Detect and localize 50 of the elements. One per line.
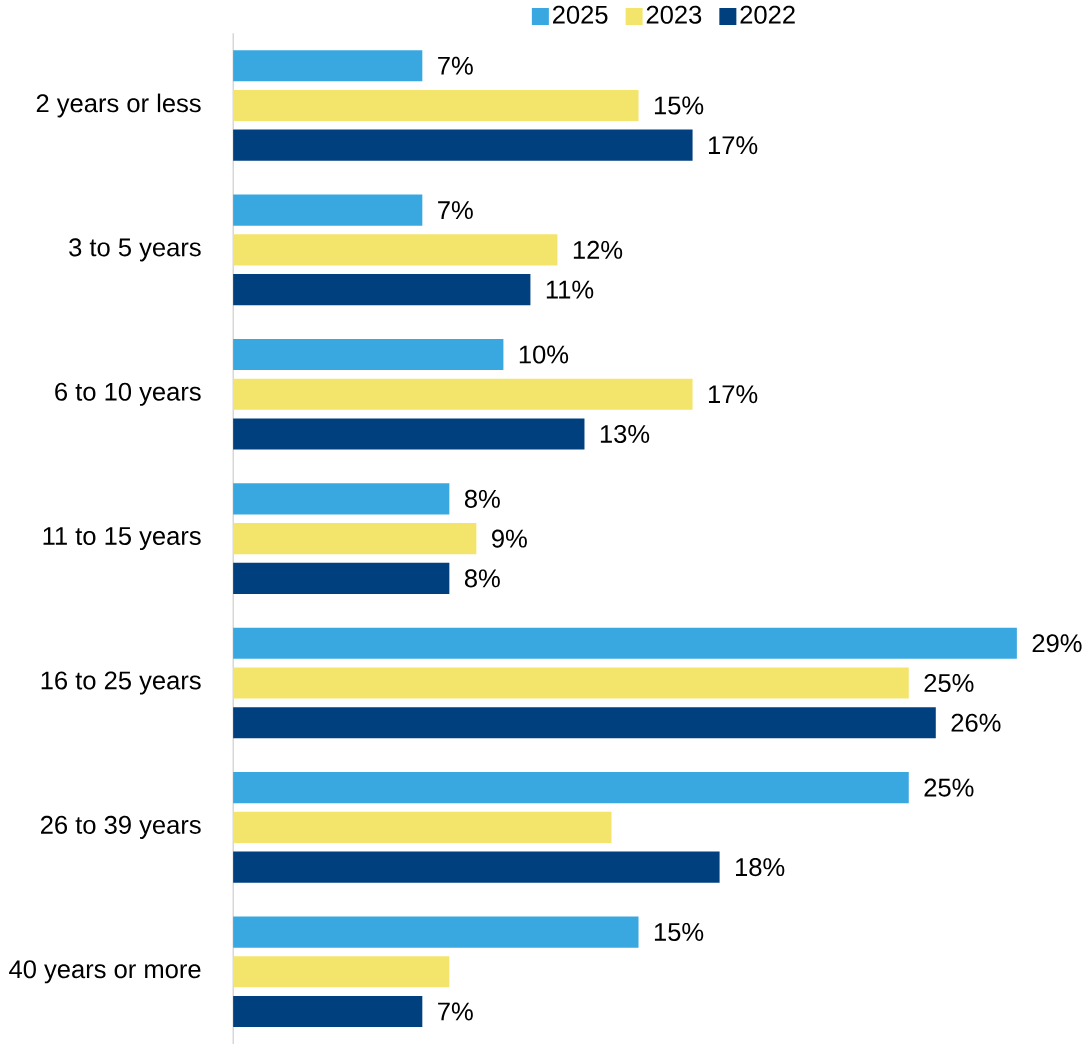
data-label: 15%	[654, 96, 704, 115]
data-label: 26%	[951, 713, 1001, 732]
bar	[233, 378, 693, 411]
data-label: 15%	[654, 923, 704, 942]
y-tick-label: 2 years or less	[36, 93, 201, 118]
bar	[233, 418, 585, 450]
bar	[233, 707, 936, 739]
data-label: 7%	[438, 201, 473, 220]
y-tick-label: 3 to 5 years	[69, 238, 201, 262]
bar	[233, 996, 423, 1028]
data-label: 17%	[708, 385, 758, 404]
data-label: 9%	[492, 529, 527, 548]
y-tick-label: 40 years or more	[9, 960, 201, 984]
bar	[233, 627, 1017, 660]
data-label: 7%	[438, 1002, 473, 1021]
bar	[233, 194, 423, 226]
bar	[233, 483, 450, 515]
data-label: 12%	[573, 241, 623, 260]
data-label: 25%	[924, 778, 974, 797]
data-label: 18%	[736, 858, 785, 877]
data-label: 13%	[600, 425, 650, 444]
y-tick-label: 6 to 10 years	[55, 382, 201, 406]
bar	[233, 811, 612, 844]
bar	[233, 90, 639, 122]
y-tick-label: 26 to 39 years	[41, 815, 201, 840]
bar	[233, 851, 720, 883]
bar	[233, 234, 558, 266]
data-label: 25%	[924, 674, 974, 693]
bar	[233, 129, 693, 162]
bar	[233, 667, 909, 699]
data-label: 8%	[464, 489, 500, 509]
bar	[233, 916, 639, 948]
y-tick-label: 11 to 15 years	[43, 527, 201, 551]
data-label: 8%	[464, 569, 500, 588]
data-label: 29%	[1032, 634, 1082, 653]
data-label: 17%	[708, 136, 758, 155]
legend-label: 2025	[553, 5, 608, 24]
data-label: 7%	[438, 56, 473, 75]
data-label: 10%	[519, 345, 569, 364]
bar	[233, 562, 450, 595]
data-label: 11%	[546, 280, 594, 299]
bar	[233, 523, 477, 555]
bar	[233, 772, 909, 804]
bar	[233, 50, 423, 82]
bar	[233, 339, 504, 371]
legend-label: 2023	[646, 5, 702, 24]
legend-label: 2022	[740, 5, 795, 24]
bar	[233, 956, 450, 988]
y-tick-label: 16 to 25 years	[41, 671, 201, 695]
bar	[233, 274, 531, 306]
